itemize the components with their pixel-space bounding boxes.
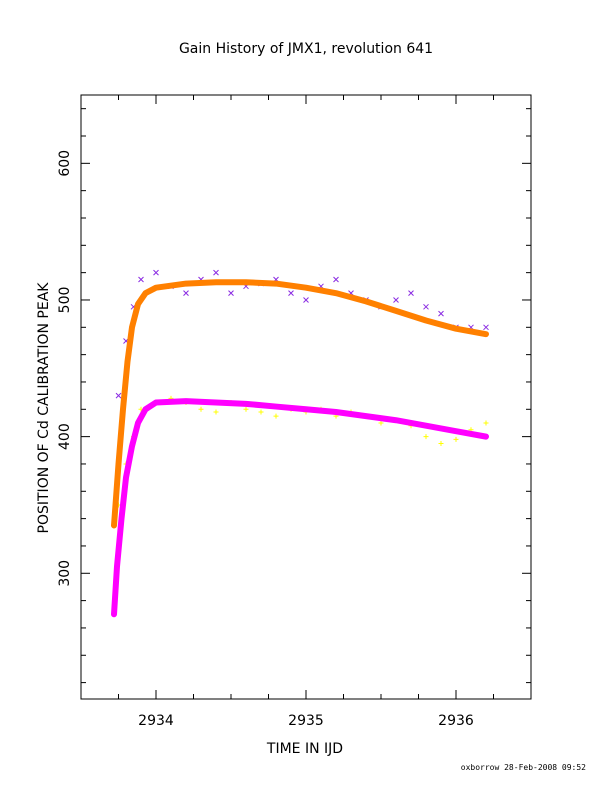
x-marker-point bbox=[393, 297, 399, 303]
x-marker-point bbox=[333, 276, 339, 283]
x-marker-point bbox=[213, 269, 219, 276]
plus-marker-point bbox=[423, 434, 429, 440]
series-2-fit-curve bbox=[111, 279, 489, 529]
plus-marker-point bbox=[378, 420, 384, 426]
x-tick-label: 2934 bbox=[138, 713, 174, 729]
x-marker-point bbox=[153, 269, 159, 276]
y-tick-label: 500 bbox=[57, 287, 73, 314]
x-tick-labels: 2934 2935 2936 bbox=[138, 713, 474, 729]
plus-marker-point bbox=[453, 436, 459, 442]
y-tick-label: 600 bbox=[57, 150, 73, 177]
x-tick-label: 2935 bbox=[288, 713, 324, 729]
x-marker-point bbox=[408, 290, 414, 296]
y-tick-label: 400 bbox=[57, 423, 73, 450]
x-axis-label: TIME IN IJD bbox=[266, 741, 343, 757]
x-marker-point bbox=[483, 324, 489, 331]
plus-marker-point bbox=[243, 406, 249, 412]
plus-marker-point bbox=[213, 409, 219, 415]
series-layer bbox=[111, 269, 489, 618]
plus-marker-point bbox=[273, 413, 279, 419]
x-marker-point bbox=[183, 290, 189, 296]
x-marker-point bbox=[423, 303, 429, 310]
plus-marker-point bbox=[483, 420, 489, 426]
x-marker-point bbox=[303, 297, 309, 303]
plot-frame bbox=[80, 94, 532, 700]
y-axis-label: POSITION OF Cd CALIBRATION PEAK bbox=[36, 282, 52, 534]
x-marker-point bbox=[115, 392, 122, 399]
x-marker-point bbox=[288, 290, 294, 296]
plus-marker-point bbox=[438, 440, 444, 446]
footer-timestamp: oxborrow 28-Feb-2008 09:52 bbox=[461, 763, 586, 772]
plus-marker-point bbox=[258, 409, 264, 415]
chart-title: Gain History of JMX1, revolution 641 bbox=[179, 41, 433, 57]
x-marker-point bbox=[228, 290, 234, 296]
plus-marker-point bbox=[198, 406, 204, 412]
axis-ticks bbox=[80, 95, 532, 699]
series-3-fit-curve bbox=[111, 398, 489, 618]
y-tick-labels: 300 400 500 600 bbox=[57, 150, 73, 587]
x-marker-point bbox=[138, 276, 144, 283]
x-marker-point bbox=[438, 310, 444, 317]
x-tick-label: 2936 bbox=[438, 713, 474, 729]
series-1-points bbox=[116, 395, 489, 508]
y-tick-label: 300 bbox=[57, 560, 73, 587]
